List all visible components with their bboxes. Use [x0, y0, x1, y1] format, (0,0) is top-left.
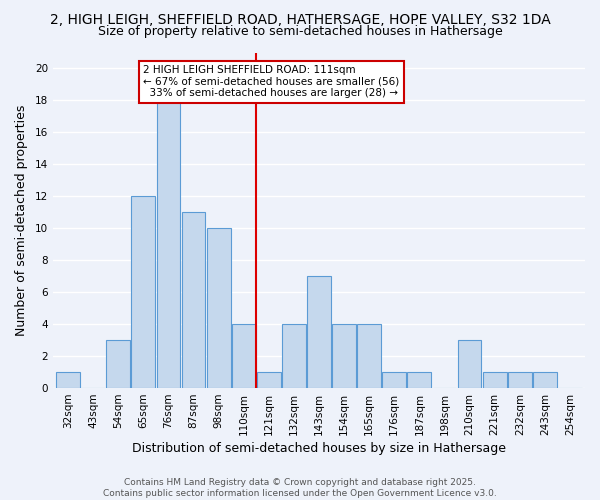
X-axis label: Distribution of semi-detached houses by size in Hathersage: Distribution of semi-detached houses by … — [132, 442, 506, 455]
Bar — [232, 324, 256, 388]
Bar — [508, 372, 532, 388]
Bar — [332, 324, 356, 388]
Bar — [382, 372, 406, 388]
Text: 2 HIGH LEIGH SHEFFIELD ROAD: 111sqm
← 67% of semi-detached houses are smaller (5: 2 HIGH LEIGH SHEFFIELD ROAD: 111sqm ← 67… — [143, 66, 400, 98]
Text: 2, HIGH LEIGH, SHEFFIELD ROAD, HATHERSAGE, HOPE VALLEY, S32 1DA: 2, HIGH LEIGH, SHEFFIELD ROAD, HATHERSAG… — [50, 12, 550, 26]
Text: Size of property relative to semi-detached houses in Hathersage: Size of property relative to semi-detach… — [98, 25, 502, 38]
Bar — [483, 372, 506, 388]
Bar — [307, 276, 331, 388]
Bar — [533, 372, 557, 388]
Text: Contains HM Land Registry data © Crown copyright and database right 2025.
Contai: Contains HM Land Registry data © Crown c… — [103, 478, 497, 498]
Bar — [458, 340, 481, 388]
Bar — [157, 84, 181, 388]
Bar — [282, 324, 306, 388]
Bar — [131, 196, 155, 388]
Y-axis label: Number of semi-detached properties: Number of semi-detached properties — [15, 104, 28, 336]
Bar — [207, 228, 230, 388]
Bar — [182, 212, 205, 388]
Bar — [357, 324, 381, 388]
Bar — [56, 372, 80, 388]
Bar — [407, 372, 431, 388]
Bar — [257, 372, 281, 388]
Bar — [106, 340, 130, 388]
